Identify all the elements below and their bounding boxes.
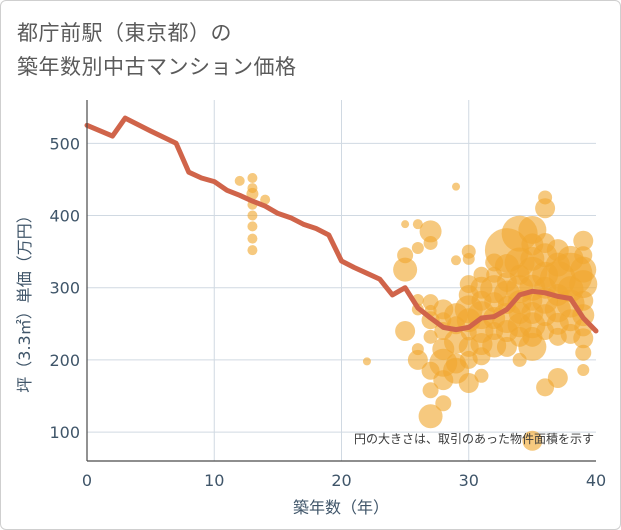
x-tick-label: 10 [204,471,224,490]
bubble-point [419,220,442,243]
bubble-point [393,257,418,282]
bubble-point [474,368,489,383]
bubble-point [452,182,461,191]
bubble-point [411,242,424,255]
bubble-point [395,321,416,342]
bubble-point [412,219,423,230]
bubble-point [247,233,258,244]
bubble-point [577,364,590,377]
x-tick-label: 20 [331,471,351,490]
chart-title-line-1: 都庁前駅（東京都）の [17,21,232,45]
bubble-point [451,255,462,266]
bubble-point [246,187,259,200]
bubble-point [247,245,258,256]
bubble-point [418,404,443,429]
x-tick-label: 0 [82,471,92,490]
y-tick-label: 400 [49,207,80,226]
trend-line-layer [84,115,599,334]
bubble-point [234,175,245,186]
bubble-point [535,198,556,219]
y-tick-label: 300 [49,279,80,298]
bubble-point [458,373,479,394]
x-tick-label: 30 [459,471,479,490]
x-axis-title: 築年数（年） [293,498,389,517]
bubble-point [573,230,594,251]
bubble-point [247,210,258,221]
bubble-point [518,332,547,361]
x-tick-label: 40 [586,471,606,490]
chart-title: 都庁前駅（東京都）の 築年数別中古マンション価格 [17,16,297,84]
bubble-point [575,344,592,361]
bubble-point [401,220,410,229]
bubble-layer [234,172,598,451]
bubble-point [569,270,598,299]
bubble-point [260,194,271,205]
y-tick-label: 500 [49,134,80,153]
bubble-point [423,329,438,344]
bubble-point [573,328,594,349]
bubble-point [462,252,475,265]
y-axis-title: 坪（3.3㎡）単価（万円） [15,207,34,392]
tick-label-layer: 0 10 20 30 40 100 200 300 400 500 [49,134,606,490]
bubble-point [422,382,439,399]
bubble-point [522,430,543,451]
y-tick-label: 200 [49,351,80,370]
plot-frame-layer [86,100,596,462]
bubble-point [407,349,428,370]
bubble-point [423,235,438,250]
bubble-size-note: 円の大きさは、取引のあった物件面積を示す [354,431,594,446]
chart-title-line-2: 築年数別中古マンション価格 [17,55,297,79]
bubble-point [435,395,452,412]
average-price-line [84,115,599,334]
bubble-point [362,357,371,366]
y-tick-label: 100 [49,423,80,442]
bubble-point [547,367,568,388]
bubble-point [247,221,258,232]
bubble-point [247,172,258,183]
